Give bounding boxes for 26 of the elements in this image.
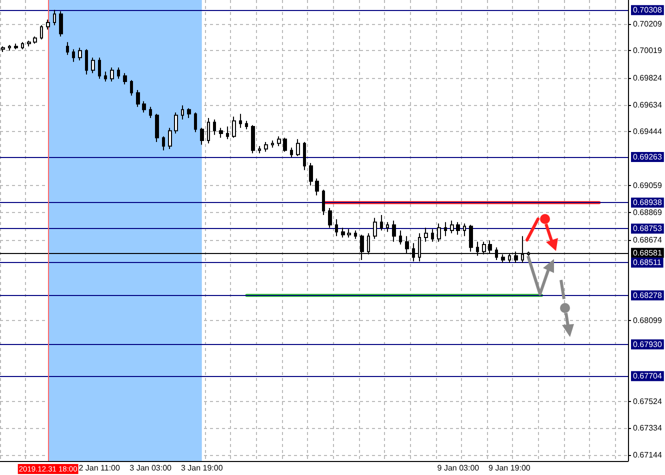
x-tick-label: 2 Jan 11:00 [78,464,120,472]
ref-line-label: 0.67704 [633,372,662,381]
y-tick-label: 0.67334 [633,424,662,433]
ref-line-label: 0.68938 [633,198,662,208]
y-tick-label: 0.68869 [633,208,662,217]
ref-line-label: 0.67930 [633,340,662,349]
x-tick-label: 9 Jan 19:00 [488,464,531,472]
y-tick-label: 0.70019 [633,46,662,56]
y-tick-label: 0.67144 [633,450,662,460]
ref-line-label: 0.68511 [633,258,662,268]
y-tick-label: 0.68674 [633,235,662,244]
ref-line-label: 0.68753 [633,224,662,234]
y-tick-label: 0.70209 [633,20,662,29]
y-tick-label: 0.68099 [633,316,662,326]
x-tick-label: 3 Jan 19:00 [180,464,224,472]
y-tick-label: 0.69059 [633,181,662,190]
ref-line-label: 0.69263 [633,152,662,162]
y-tick-label: 0.69824 [633,74,662,83]
y-tick-label: 0.69634 [633,100,662,110]
ref-line-label: 0.68278 [633,290,662,300]
x-tick-label: 9 Jan 03:00 [437,464,480,472]
ref-line-label: 0.68581 [633,248,662,258]
y-tick-label: 0.67524 [633,396,662,406]
x-tick-label: 3 Jan 03:00 [130,464,172,472]
y-tick-label: 0.69444 [633,127,662,136]
ref-line-label: 0.70308 [633,6,662,15]
